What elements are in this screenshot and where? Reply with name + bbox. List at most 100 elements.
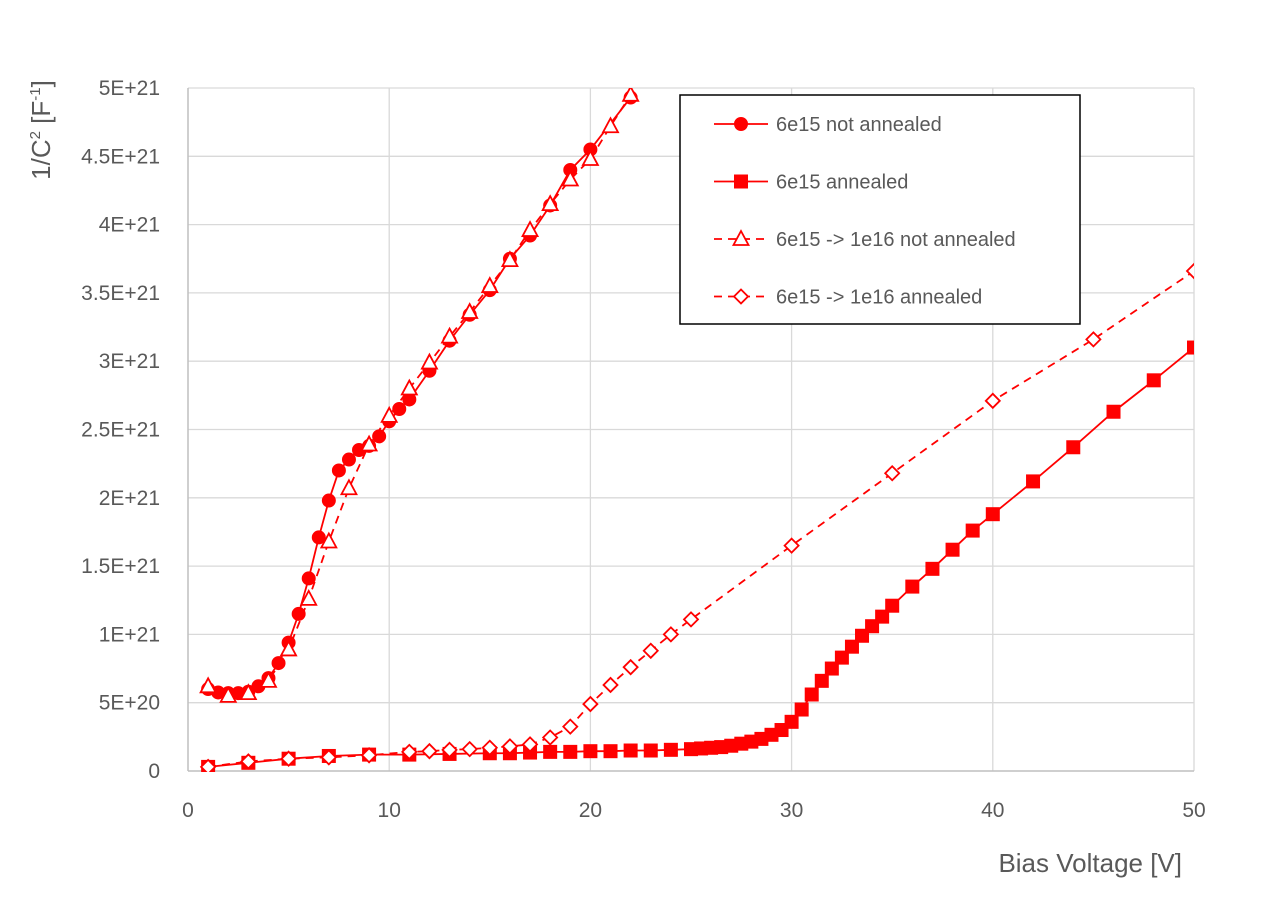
data-point	[331, 463, 346, 478]
data-point	[643, 743, 658, 758]
series-line	[207, 97, 632, 695]
data-point	[271, 656, 286, 671]
data-point	[1187, 340, 1194, 355]
data-point	[622, 658, 639, 676]
legend-item: 6e15 -> 1e16 annealed	[714, 287, 982, 309]
legend: 6e15 not annealed 6e15 annealed 6e15 -> 1e…	[679, 94, 1081, 325]
data-point	[885, 598, 900, 613]
y-tick-label: 1.5E+21	[81, 555, 160, 578]
data-point	[1185, 262, 1194, 280]
data-point	[784, 714, 799, 729]
data-point	[814, 673, 829, 688]
data-point	[984, 392, 1002, 410]
data-point	[581, 149, 600, 166]
data-point	[601, 116, 620, 134]
data-point	[480, 276, 499, 293]
data-point	[500, 250, 519, 268]
data-point	[311, 530, 326, 545]
data-point	[341, 452, 356, 467]
data-point	[501, 738, 519, 755]
data-point	[421, 742, 438, 760]
data-point	[925, 561, 940, 576]
data-point	[319, 531, 338, 549]
x-tick-label: 20	[579, 799, 602, 822]
data-point	[199, 676, 218, 694]
data-point	[259, 670, 278, 688]
y-tick-label: 1E+21	[99, 623, 160, 646]
data-point	[219, 685, 238, 703]
legend-label: 6e15 annealed	[776, 172, 908, 194]
data-point	[299, 588, 318, 606]
data-point	[360, 747, 378, 764]
data-point	[400, 378, 419, 396]
series-line	[207, 270, 1194, 768]
legend-marker	[731, 229, 751, 246]
y-axis-title: 1/C2 [F-1]	[26, 80, 56, 180]
data-point	[1026, 474, 1041, 489]
data-point	[985, 507, 1000, 522]
y-axis-title-sup2: -1	[27, 87, 44, 100]
data-point	[291, 606, 306, 621]
data-point	[380, 405, 399, 423]
y-axis-title-base: 1/C	[26, 139, 56, 179]
axis-lines	[187, 88, 1194, 772]
data-point	[562, 718, 579, 735]
data-point	[945, 542, 960, 557]
y-tick-label: 0	[148, 760, 160, 783]
data-point	[582, 695, 599, 713]
data-point	[583, 744, 598, 759]
series-2	[201, 340, 1194, 772]
data-point	[360, 434, 379, 452]
y-tick-label: 3.5E+21	[81, 282, 160, 305]
data-point	[401, 743, 418, 761]
data-point	[783, 537, 800, 554]
data-point	[602, 676, 619, 694]
data-point	[440, 326, 459, 344]
legend-marker	[734, 117, 748, 131]
legend-item: 6e15 -> 1e16 not annealed	[714, 229, 1016, 251]
data-point	[301, 571, 316, 586]
data-point	[563, 744, 578, 759]
data-point	[321, 493, 336, 508]
grid-lines	[188, 87, 1195, 771]
series-layer	[199, 88, 1194, 772]
data-point	[541, 194, 560, 212]
data-point	[1066, 440, 1081, 455]
data-point	[320, 749, 338, 766]
legend-marker	[732, 288, 750, 305]
data-point	[460, 302, 479, 319]
data-point	[239, 683, 258, 701]
data-point	[543, 744, 558, 759]
y-tick-label: 3E+21	[99, 350, 160, 373]
legend-label: 6e15 -> 1e16 annealed	[776, 287, 982, 309]
x-tick-label: 10	[378, 799, 401, 822]
data-point	[663, 742, 678, 757]
data-point	[199, 758, 217, 772]
data-point	[621, 88, 640, 102]
legend-item: 6e15 annealed	[714, 172, 908, 194]
y-tick-label: 2E+21	[99, 487, 160, 510]
legend-box	[679, 94, 1081, 325]
legend-entries: 6e15 not annealed 6e15 annealed 6e15 -> 1e…	[714, 114, 1016, 309]
y-axis-title-sup1: 2	[27, 131, 44, 139]
data-point	[372, 429, 387, 444]
data-point	[1146, 373, 1161, 388]
data-point	[804, 687, 819, 702]
x-tick-label: 40	[981, 799, 1004, 822]
data-point	[521, 736, 539, 753]
series-line	[208, 346, 1194, 768]
data-point	[642, 642, 660, 660]
data-point	[279, 639, 298, 657]
data-point	[481, 739, 499, 757]
series-line	[207, 94, 632, 697]
data-point	[875, 609, 890, 624]
legend-marker	[734, 174, 748, 189]
data-point	[521, 220, 540, 237]
data-point	[339, 478, 358, 496]
y-tick-label: 2.5E+21	[81, 419, 160, 442]
y-tick-label: 4.5E+21	[81, 145, 160, 168]
x-tick-label: 50	[1182, 799, 1205, 822]
legend-item: 6e15 not annealed	[714, 114, 942, 136]
y-axis-title-end: ]	[26, 80, 56, 87]
